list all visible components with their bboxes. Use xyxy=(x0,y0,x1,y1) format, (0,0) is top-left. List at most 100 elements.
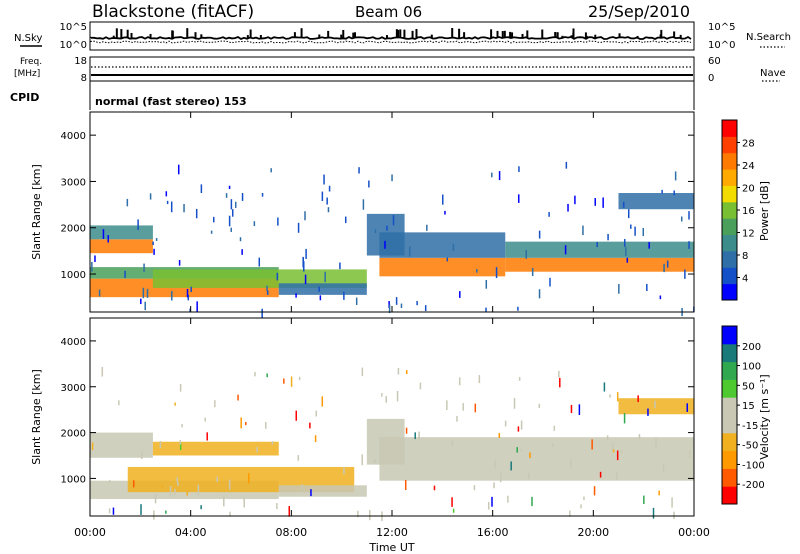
velocity-colorbar-tick-6: 100 xyxy=(742,362,761,373)
power-echo xyxy=(565,161,568,169)
power-colorbar-tick-5: 24 xyxy=(742,161,755,172)
velocity-echo xyxy=(658,490,660,496)
velocity-ylabel: Slant Range [km] xyxy=(30,369,43,465)
power-echo xyxy=(548,212,550,217)
velocity-colorbar-swatch xyxy=(722,415,737,434)
velocity-ytick-3: 4000 xyxy=(61,337,86,348)
velocity-echo xyxy=(487,501,490,510)
power-band-10 xyxy=(505,241,694,258)
freq-tick-high: 18 xyxy=(74,56,87,67)
velocity-echo xyxy=(112,507,115,515)
velocity-echo xyxy=(673,511,675,519)
power-echo xyxy=(102,229,105,239)
power-echo xyxy=(253,221,256,227)
velocity-echo xyxy=(404,480,407,491)
velocity-echo xyxy=(615,472,618,480)
velocity-colorbar-tick-1: -100 xyxy=(742,460,765,471)
power-echo xyxy=(368,180,370,188)
time-tick-6: 00:00 xyxy=(678,526,710,539)
freq-panel: Freq. [MHz] 18 8 60 0 Nave xyxy=(14,56,786,84)
velocity-echo xyxy=(652,507,655,519)
power-echo xyxy=(446,257,449,262)
velocity-echo xyxy=(623,413,626,424)
velocity-echo xyxy=(419,382,422,390)
velocity-echo xyxy=(516,447,518,453)
power-echo xyxy=(91,261,93,272)
velocity-echo xyxy=(517,426,520,432)
power-echo xyxy=(618,283,620,294)
velocity-echo xyxy=(309,422,311,429)
velocity-echo xyxy=(474,403,477,413)
power-echo xyxy=(165,191,168,197)
power-echo xyxy=(213,216,215,223)
velocity-echo xyxy=(197,484,200,496)
velocity-echo xyxy=(456,415,458,422)
power-echo xyxy=(153,248,155,255)
velocity-colorbar-tick-5: 50 xyxy=(742,381,755,392)
velocity-echo xyxy=(118,400,120,406)
velocity-colorbar-swatch xyxy=(722,397,737,416)
power-echo xyxy=(142,287,145,299)
velocity-echo xyxy=(132,480,135,488)
power-echo xyxy=(673,190,675,196)
power-echo xyxy=(659,295,662,300)
nsky-tick-low: 10^0 xyxy=(60,40,87,51)
power-echo xyxy=(178,260,181,266)
velocity-echo xyxy=(240,417,242,429)
power-echo xyxy=(538,230,541,239)
velocity-echo xyxy=(494,460,496,469)
power-echo xyxy=(666,260,669,268)
power-echo xyxy=(327,207,330,213)
power-band-9 xyxy=(505,257,694,272)
power-echo xyxy=(230,227,232,232)
power-echo xyxy=(517,306,519,311)
power-echo xyxy=(442,194,444,205)
velocity-echo xyxy=(462,403,464,411)
nave-label: Nave xyxy=(760,68,786,79)
power-echo xyxy=(261,193,264,197)
time-tick-3: 12:00 xyxy=(376,526,408,539)
velocity-echo xyxy=(179,440,182,445)
velocity-echo xyxy=(295,410,297,421)
power-band-7 xyxy=(379,257,506,277)
power-echo xyxy=(241,193,244,201)
velocity-echo xyxy=(271,441,274,445)
power-echo xyxy=(324,271,326,283)
velocity-echo xyxy=(458,377,461,386)
power-echo xyxy=(321,191,324,201)
power-echo xyxy=(258,257,261,267)
velocity-echo xyxy=(616,450,619,461)
power-echo xyxy=(230,199,233,210)
power-colorbar-tick-6: 28 xyxy=(742,139,755,150)
velocity-echo xyxy=(616,392,619,402)
power-echo xyxy=(261,308,263,318)
velocity-echo xyxy=(237,394,239,401)
velocity-ytick-1: 2000 xyxy=(61,429,86,440)
power-echo xyxy=(270,168,272,173)
power-echo xyxy=(344,216,347,224)
power-colorbar-swatch xyxy=(722,136,737,154)
velocity-echo xyxy=(531,496,533,507)
velocity-echo xyxy=(214,400,216,408)
velocity-echo xyxy=(174,402,176,406)
power-echo xyxy=(225,193,228,198)
velocity-echo xyxy=(245,421,247,426)
velocity-echo xyxy=(671,497,673,508)
velocity-colorbar-swatch xyxy=(722,450,737,469)
velocity-echo xyxy=(593,486,596,496)
power-echo xyxy=(144,301,146,311)
power-echo xyxy=(155,237,158,242)
power-colorbar-tick-2: 12 xyxy=(742,229,755,240)
velocity-ytick-2: 3000 xyxy=(61,383,86,394)
velocity-echo xyxy=(553,425,556,431)
power-echo xyxy=(408,246,411,257)
velocity-echo xyxy=(654,400,656,409)
velocity-echo xyxy=(161,484,164,489)
power-echo xyxy=(517,194,520,203)
power-echo xyxy=(518,166,520,172)
velocity-echo xyxy=(374,459,376,464)
velocity-echo xyxy=(433,485,436,491)
velocity-echo xyxy=(478,375,481,384)
velocity-echo xyxy=(520,420,523,430)
power-band-5 xyxy=(278,283,367,295)
